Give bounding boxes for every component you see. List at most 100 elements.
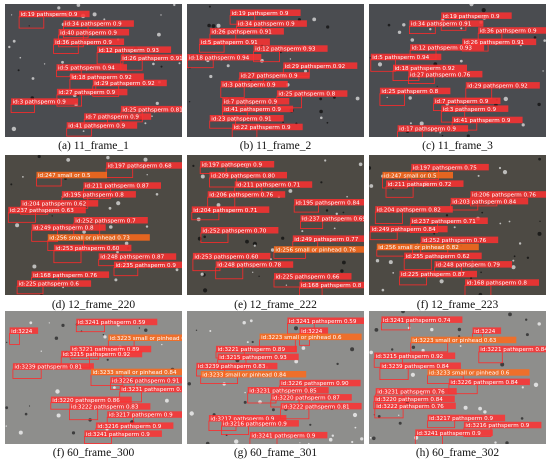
debris-speck (439, 279, 444, 284)
debris-speck (460, 27, 463, 30)
debris-speck (402, 23, 406, 27)
detection-label: id:3233 small or pinhead 0.84 (93, 370, 177, 376)
debris-speck (483, 410, 487, 414)
debris-speck (312, 17, 317, 22)
detection-label: id:253 pathsperm 0.60 (194, 254, 258, 260)
debris-speck (419, 121, 424, 126)
debris-speck (160, 14, 162, 16)
detection-box: id:41 pathsperm 0.9 (66, 122, 138, 137)
microscopy-frame: id:19 pathsperm 0.9 id:34 pathsperm 0.91 i… (369, 4, 546, 137)
debris-speck (12, 39, 16, 43)
debris-speck (252, 271, 254, 273)
detection-label: id:3224 (301, 329, 323, 335)
detection-label: id:225 pathsperm 0.6 (19, 282, 80, 288)
debris-speck (441, 134, 444, 137)
debris-speck (106, 358, 109, 361)
debris-speck (499, 222, 502, 225)
debris-speck (521, 123, 525, 127)
debris-speck (369, 166, 372, 170)
detection-label: id:247 small or 0.5 (38, 173, 91, 179)
detection-label: id:197 pathsperm 0.9 (202, 162, 263, 168)
detection-label: id:26 pathsperm 0.91 (464, 40, 525, 46)
detection-label: id:168 pathsperm 0.8 (301, 283, 362, 289)
detection-label: id:23 pathsperm 0.91 (211, 116, 272, 122)
debris-speck (377, 415, 381, 418)
detection-label: id:19 pathsperm 0.9 (443, 14, 500, 20)
debris-speck (200, 174, 205, 179)
detection-label: id:204 pathsperm 0.71 (193, 208, 257, 214)
debris-speck (8, 45, 11, 49)
debris-speck (340, 269, 344, 273)
detection-label: id:3233 small or pinhead 0.84 (202, 372, 286, 378)
detection-box: id:3241 pathsperm 0.9 (84, 430, 162, 444)
debris-speck (512, 259, 515, 262)
debris-speck (57, 6, 61, 10)
detection-label: id:3 pathsperm 0.9 (443, 107, 497, 113)
detection-label: id:237 pathsperm 0.69 (302, 217, 364, 223)
debris-speck (195, 329, 198, 331)
detection-label: id:3221 pathsperm 0.89 (218, 347, 286, 353)
debris-speck (252, 241, 257, 246)
debris-speck (513, 255, 516, 258)
debris-speck (56, 413, 61, 418)
debris-speck (392, 272, 395, 274)
debris-speck (539, 220, 541, 222)
debris-speck (244, 391, 246, 394)
detection-box: id:3222 pathsperm 0.81 (280, 402, 362, 420)
debris-speck (146, 174, 148, 176)
debris-speck (43, 63, 46, 65)
debris-speck (352, 412, 358, 418)
debris-speck (453, 226, 456, 229)
debris-speck (309, 423, 312, 426)
detection-label: id:7 pathsperm 0.9 (224, 99, 278, 105)
debris-speck (11, 126, 17, 132)
detection-overlay: id:197 pathsperm 0.75 id:247 small or 0.5… (369, 155, 546, 295)
detection-label: id:249 pathsperm 0.84 (372, 227, 436, 233)
debris-speck (165, 398, 169, 403)
detection-label: id:25 pathsperm 0.8 (278, 92, 335, 98)
detection-box: id:3239 pathsperm 0.84 (379, 362, 461, 381)
detection-box: id:253 pathsperm 0.60 (53, 244, 132, 264)
debris-speck (143, 157, 148, 162)
detection-box: id:168 pathsperm 0.8 (464, 279, 539, 295)
detection-label: id:249 pathsperm 0.8 (33, 226, 94, 232)
detection-label: id:3221 pathsperm 0.84 (480, 347, 546, 353)
debris-speck (320, 116, 323, 120)
figure-panel: id:19 pathsperm 0.9 id:34 pathsperm 0.91 i… (369, 4, 546, 154)
detection-box: id:225 pathsperm 0.6 (16, 280, 92, 295)
debris-speck (285, 284, 288, 286)
debris-speck (144, 328, 148, 332)
debris-speck (392, 188, 394, 190)
debris-speck (258, 275, 260, 277)
debris-speck (61, 60, 64, 64)
detection-box: id:235 pathsperm 0.9 (113, 261, 182, 277)
detection-label: id:206 pathsperm 0.76 (472, 193, 536, 199)
debris-speck (369, 437, 372, 439)
debris-speck (308, 442, 310, 444)
debris-speck (494, 441, 497, 444)
detection-overlay: id:197 pathsperm 0.9 id:209 pathsperm 0.8… (187, 155, 364, 295)
detection-box: id:195 pathsperm 0.84 (293, 199, 364, 213)
detection-label: id:255 pathsperm 0.62 (406, 254, 470, 260)
detection-label: id:225 pathsperm 0.87 (401, 272, 465, 278)
detection-label: id:26 pathsperm 0.91 (122, 56, 182, 62)
debris-speck (196, 217, 201, 222)
debris-speck (331, 434, 334, 437)
detection-label: id:5 pathsperm 0.94 (58, 66, 115, 72)
detection-box: id:252 pathsperm 0.70 (200, 227, 279, 243)
debris-speck (92, 12, 97, 17)
detection-label: id:197 pathsperm 0.75 (413, 165, 477, 171)
detection-label: id:3226 pathsperm 0.91 (112, 378, 180, 384)
debris-speck (360, 437, 364, 441)
debris-speck (537, 322, 541, 326)
detection-label: id:41 pathsperm 0.9 (68, 124, 125, 130)
detection-label: id:3231 pathsperm 0.83 (121, 387, 182, 393)
debris-speck (342, 211, 345, 214)
debris-speck (521, 386, 524, 389)
detection-box: id:3 pathsperm 0.9 (220, 80, 288, 98)
debris-speck (518, 242, 522, 245)
debris-speck (55, 389, 60, 394)
figure-panel: id:197 pathsperm 0.68 id:247 small or 0.5… (5, 155, 182, 313)
debris-speck (205, 441, 210, 444)
debris-speck (445, 214, 449, 217)
